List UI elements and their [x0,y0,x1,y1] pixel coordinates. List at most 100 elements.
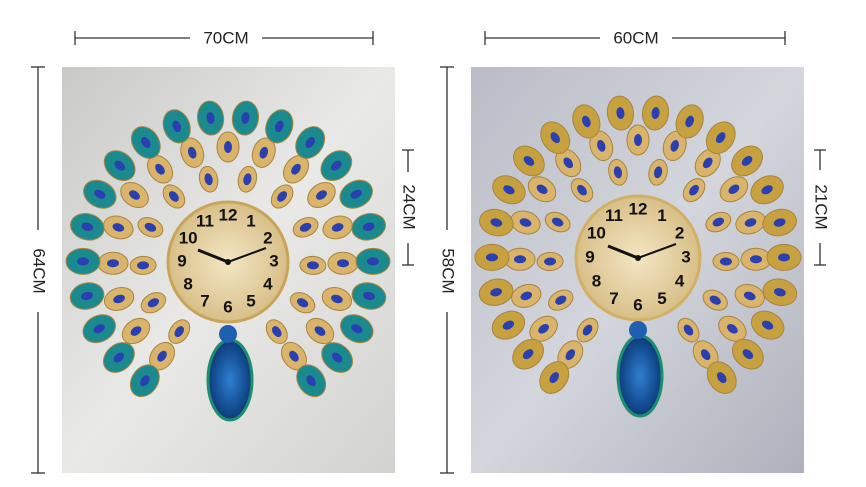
width-label: 70CM [203,28,248,47]
clock-pin [225,259,231,265]
feather-eye [113,352,125,363]
feather-eye [224,141,232,153]
feather-eye [259,146,269,159]
feather-eye [774,288,786,297]
dimension-rules [31,31,826,474]
feather-eye [777,253,790,262]
dial-numeral: 8 [183,274,192,293]
dial-numeral: 11 [605,206,623,225]
hour-hand [607,244,639,260]
feather-eye [727,323,738,334]
feather-eye [741,155,753,166]
width-label: 60CM [613,28,658,47]
feather-eye [651,107,660,120]
peacock-body [616,334,664,418]
feather-eye [81,291,93,301]
feather-eye [653,166,663,179]
feather-eye [93,324,105,334]
feather-eye [555,295,567,305]
feather-eye [299,222,312,232]
feather-eye [331,294,343,304]
dial-numeral: 12 [219,205,238,224]
feather-eye [762,320,774,330]
peacock-head [219,325,237,343]
feather-eye [81,222,94,231]
feather-eye [114,160,125,171]
dial-numeral: 6 [223,297,232,316]
height-label: 58CM [439,248,458,293]
feather-eye [744,218,757,227]
dial-numeral: 12 [629,199,648,218]
feather-eye [314,326,326,336]
feather-eye [728,184,740,195]
feather-eye [683,324,694,336]
feather-eye [350,189,362,199]
feather-eye [129,190,140,200]
feather-eye [743,291,756,301]
feather-eye [94,189,106,199]
feather-eye [316,190,327,200]
dial-numeral: 2 [675,223,684,242]
feather-eye [486,253,499,262]
feather-eye [336,259,349,268]
hour-hand [197,248,229,264]
feather-eye [689,184,699,196]
minute-hand [637,243,677,259]
feather-eye [206,112,215,125]
feather-eye [719,257,732,266]
feather-eye [366,257,379,266]
feather-eye [502,320,514,330]
feather-eye [616,107,625,120]
feather-eye [490,218,503,227]
feather-eye [634,134,642,146]
feather-eye [582,115,591,128]
dial-numeral: 3 [681,247,690,266]
feather-eye [519,218,532,227]
dial-numeral: 10 [587,223,606,242]
feather-eye [577,184,587,196]
clock-size-label: 24CM [400,184,419,229]
peacock-head [629,321,647,339]
dial-numeral: 2 [263,228,272,247]
peacock-body [206,338,254,422]
feather-eye [749,255,762,264]
feather-eye [550,132,560,144]
dial-numeral: 9 [177,251,186,270]
feather-eye [77,257,90,266]
feather-eye [204,173,213,186]
feather-eye [670,140,679,152]
feather-eye [520,291,533,301]
feather-eye [549,372,560,384]
feather-eye [187,146,197,159]
feather-eye [536,184,548,195]
feather-eye [362,222,375,231]
feather-eye [168,191,179,202]
feather-eye [243,173,252,186]
feather-eye [709,295,721,305]
feather-eye [582,324,593,336]
dial-numeral: 5 [246,291,255,310]
feather-eye [272,326,282,338]
feather-eye [538,323,549,334]
feather-eye [363,291,375,301]
dial-numeral: 5 [657,289,666,308]
feather-eye [514,255,527,264]
dial-numeral: 7 [609,289,618,308]
feather-eye [296,298,309,308]
feather-eye [291,163,301,175]
dial-numeral: 7 [200,291,209,310]
feather-eye [742,349,754,360]
feather-eye [274,120,284,133]
feather-eye [147,298,160,308]
feather-eye [503,185,515,195]
feather-eye [155,163,165,175]
feather-eye [331,160,342,171]
dial-numeral: 3 [269,251,278,270]
feather-eye [305,137,315,148]
feather-eye [565,349,576,361]
dial-numeral: 8 [592,271,601,290]
feather-eye [277,191,288,202]
